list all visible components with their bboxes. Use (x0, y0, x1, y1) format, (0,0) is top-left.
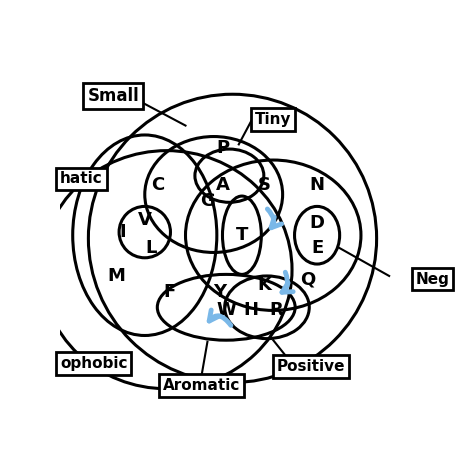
Text: Small: Small (88, 87, 139, 105)
Text: I: I (119, 223, 126, 241)
Text: W: W (216, 302, 236, 320)
Text: K: K (257, 277, 271, 295)
Text: Y: Y (213, 283, 227, 301)
Text: F: F (164, 283, 176, 301)
Text: V: V (138, 211, 152, 228)
Text: Tiny: Tiny (255, 112, 292, 127)
Text: R: R (270, 302, 283, 320)
Text: D: D (310, 214, 325, 232)
Text: Neg: Neg (416, 271, 450, 287)
Text: G: G (200, 192, 215, 210)
Text: Aromatic: Aromatic (162, 378, 240, 393)
Text: N: N (310, 176, 325, 194)
Text: L: L (145, 239, 157, 257)
Text: Q: Q (300, 270, 315, 288)
Text: Positive: Positive (277, 359, 345, 374)
Text: hatic: hatic (60, 171, 103, 186)
Text: P: P (217, 138, 230, 157)
Text: E: E (311, 239, 323, 257)
Text: S: S (257, 176, 270, 194)
Text: C: C (151, 176, 164, 194)
Text: T: T (236, 226, 248, 244)
Text: A: A (216, 176, 230, 194)
Text: ophobic: ophobic (60, 356, 128, 371)
Text: M: M (108, 267, 126, 285)
Text: H: H (244, 302, 259, 320)
